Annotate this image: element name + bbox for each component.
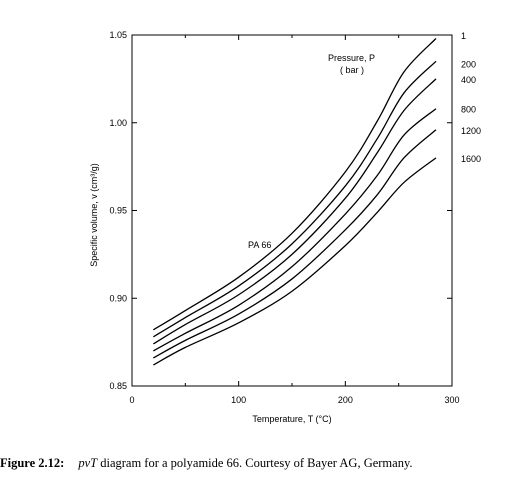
- pressure-label-1200: 1200: [461, 126, 481, 136]
- material-label: PA 66: [248, 240, 271, 250]
- y-tick-label: 1.05: [109, 30, 127, 40]
- x-tick-label: 300: [444, 395, 459, 405]
- x-axis-ticks: 0 100 200 300: [129, 35, 460, 405]
- isobar-line-400: [152, 78, 437, 345]
- y-tick-label: 0.85: [109, 381, 127, 391]
- plot-frame: [131, 34, 453, 387]
- isobar-line-1200: [153, 129, 437, 359]
- pressure-label-1600: 1600: [461, 154, 481, 164]
- pressure-label-200: 200: [461, 59, 476, 69]
- x-tick-label: 100: [231, 395, 246, 405]
- y-axis-title: Specific volume, v (cm³/g): [89, 163, 99, 267]
- caption-text: diagram for a polyamide 66. Courtesy of …: [97, 456, 413, 470]
- y-tick-label: 0.90: [109, 293, 127, 303]
- legend-title-pressure: Pressure, P: [328, 53, 375, 63]
- pvt-chart: 0 100 200 300 0.850.900.951.001.05 12004008…: [89, 30, 481, 424]
- isobar-curves: [152, 38, 437, 366]
- pressure-label-400: 400: [461, 75, 476, 85]
- isobar-line-1: [152, 38, 437, 331]
- isobar-line-800: [153, 108, 437, 352]
- x-tick-label: 200: [338, 395, 353, 405]
- isobar-line-200: [152, 60, 437, 338]
- caption-label: Figure 2.12:: [0, 456, 65, 470]
- x-tick-label: 0: [129, 395, 134, 405]
- pressure-label-1: 1: [461, 31, 466, 41]
- legend-title-unit: ( bar ): [340, 65, 364, 75]
- pressure-label-800: 800: [461, 105, 476, 115]
- figure-caption: Figure 2.12: pvT diagram for a polyamide …: [0, 456, 515, 471]
- isobar-line-1600: [153, 157, 437, 366]
- y-axis-ticks: 0.85 0.90 0.95 1.00 1.05: [109, 30, 452, 391]
- caption-variable: pvT: [78, 456, 98, 470]
- x-axis-title: Temperature, T (°C): [252, 414, 331, 424]
- y-tick-label: 1.00: [109, 118, 127, 128]
- y-tick-label: 0.95: [109, 206, 127, 216]
